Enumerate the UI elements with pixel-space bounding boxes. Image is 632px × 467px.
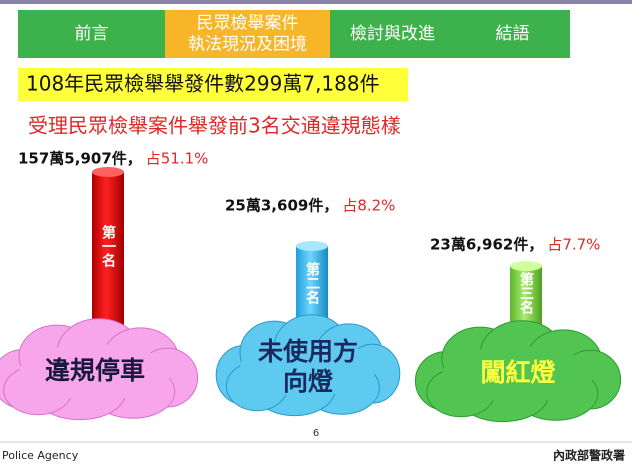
nav-tab [330, 10, 455, 58]
nav-tab [18, 10, 165, 58]
rank-label: 第三名 [518, 271, 534, 315]
top-rule [0, 0, 632, 4]
footer-right: 內政部警政署 [553, 448, 625, 463]
footer-left: Police Agency [2, 449, 79, 462]
nav-tab-label: 民眾檢舉案件 [197, 14, 299, 34]
rank-cylinder [92, 172, 124, 340]
nav-tab [165, 10, 330, 58]
cloud-core [19, 344, 171, 400]
nav-tab-label: 檢討與改進 [350, 24, 435, 44]
summary: 108年民眾檢舉舉發件數299萬7,188件 [26, 72, 380, 96]
item-share: 占7.7% [547, 236, 600, 254]
item-count: 157萬5,907件， [18, 150, 142, 168]
nav-tab-label: 前言 [75, 24, 109, 44]
item-share: 占8.2% [342, 197, 395, 215]
cloud-label: 違規停車 [45, 356, 145, 385]
nav-tab-label: 執法現況及困境 [188, 35, 307, 55]
cloud-core [240, 340, 376, 396]
nav-tab [455, 10, 570, 58]
cloud-label: 未使用方 [258, 337, 358, 366]
subtitle: 受理民眾檢舉案件舉發前3名交通違規態樣 [28, 114, 401, 138]
nav-tab-label: 結語 [496, 24, 530, 44]
rank-cylinder-cap [510, 261, 542, 271]
page-number: 6 [313, 428, 319, 439]
cloud-label: 向燈 [283, 367, 333, 396]
cloud-core [442, 346, 594, 402]
rank-label: 第二名 [304, 261, 320, 305]
rank-cylinder-cap [296, 241, 328, 251]
item-count: 25萬3,609件， [225, 197, 338, 215]
rank-cylinder-cap [92, 167, 124, 177]
item-count: 23萬6,962件， [430, 236, 543, 254]
rank-label: 第一名 [100, 224, 116, 268]
cloud-label: 闖紅燈 [480, 358, 555, 387]
item-share: 占51.1% [146, 150, 209, 168]
summary-box [18, 68, 408, 101]
